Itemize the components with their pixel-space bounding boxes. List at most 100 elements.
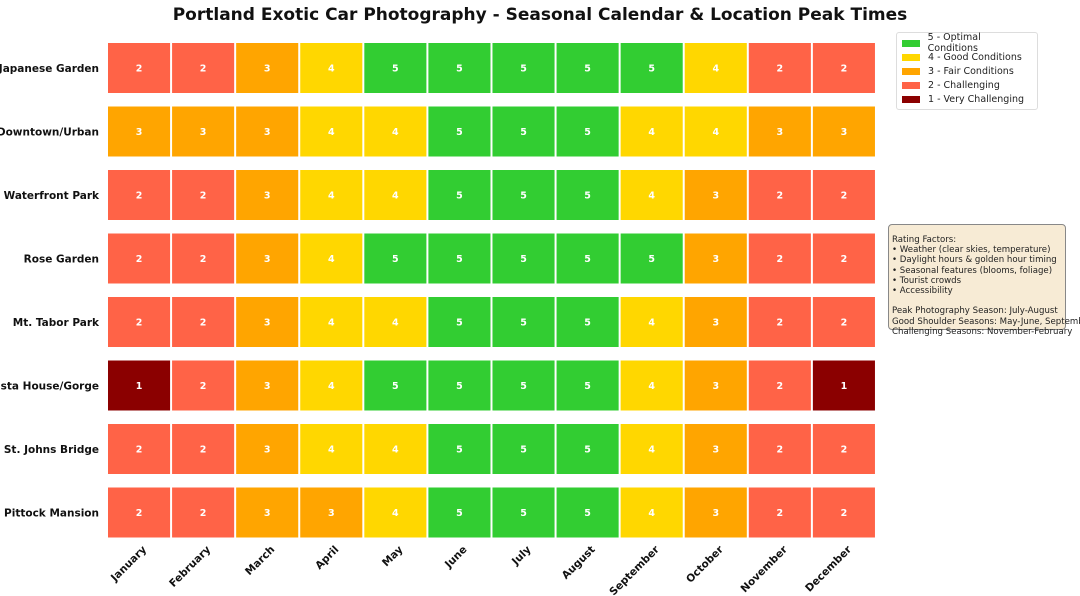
cell-value: 2 <box>200 381 207 392</box>
cell-value: 4 <box>392 445 399 456</box>
cell-value: 3 <box>264 64 271 75</box>
heatmap-cell <box>300 106 363 157</box>
cell-value: 4 <box>392 508 399 519</box>
cell-value: 4 <box>712 64 719 75</box>
cell-value: 4 <box>328 64 335 75</box>
column-label: November <box>739 543 791 595</box>
legend-label: 4 - Good Conditions <box>928 51 1022 63</box>
heatmap-cell <box>300 487 363 538</box>
legend-item: 4 - Good Conditions <box>902 50 1032 64</box>
cell-value: 5 <box>520 254 527 265</box>
legend-item: 1 - Very Challenging <box>902 92 1032 106</box>
heatmap-cell <box>556 43 619 93</box>
heatmap-cell <box>684 487 747 538</box>
heatmap-cell <box>556 297 619 347</box>
cell-value: 3 <box>712 445 719 456</box>
column-label: February <box>167 544 213 590</box>
heatmap-cell <box>556 233 619 284</box>
heatmap-cell <box>556 170 619 220</box>
heatmap-cell <box>428 233 491 284</box>
legend-swatch <box>902 53 920 61</box>
cell-value: 5 <box>456 445 463 456</box>
heatmap-cell <box>492 297 555 347</box>
column-label: October <box>684 543 726 585</box>
legend-item: 2 - Challenging <box>902 78 1032 92</box>
cell-value: 2 <box>136 64 143 75</box>
heatmap-cell <box>748 487 811 538</box>
heatmap-cell <box>300 424 363 474</box>
heatmap-cell <box>172 106 235 157</box>
column-label: September <box>607 543 662 596</box>
cell-value: 2 <box>200 191 207 202</box>
column-label: August <box>560 544 598 582</box>
cell-value: 3 <box>264 191 271 202</box>
heatmap-cell <box>108 487 171 538</box>
heatmap-cell <box>492 424 555 474</box>
cell-value: 2 <box>841 254 848 265</box>
cell-value: 3 <box>841 127 848 138</box>
heatmap-cell <box>108 170 171 220</box>
heatmap-cell <box>364 424 427 474</box>
cell-value: 4 <box>328 127 335 138</box>
heatmap-cell <box>620 487 683 538</box>
heatmap-cell <box>620 170 683 220</box>
heatmap-cell <box>556 360 619 411</box>
heatmap-cell <box>492 106 555 157</box>
cell-value: 5 <box>456 64 463 75</box>
heatmap-cell <box>108 233 171 284</box>
legend-swatch <box>902 39 920 47</box>
heatmap-cell <box>620 424 683 474</box>
column-label: December <box>803 543 854 594</box>
heatmap-cell <box>236 424 299 474</box>
cell-value: 2 <box>777 64 784 75</box>
row-label: Japanese Garden <box>0 63 99 75</box>
heatmap-cell <box>556 424 619 474</box>
cell-value: 1 <box>841 381 848 392</box>
row-label: Rose Garden <box>24 254 99 266</box>
column-label: March <box>243 544 277 578</box>
heatmap-cell <box>812 360 875 411</box>
cell-value: 5 <box>648 254 655 265</box>
cell-value: 5 <box>520 127 527 138</box>
cell-value: 4 <box>648 508 655 519</box>
heatmap-cell <box>108 43 171 93</box>
heatmap-cell <box>428 106 491 157</box>
cell-value: 3 <box>712 191 719 202</box>
cell-value: 3 <box>777 127 784 138</box>
heatmap-cell <box>556 106 619 157</box>
cell-value: 2 <box>777 508 784 519</box>
row-label: Vista House/Gorge <box>0 381 99 393</box>
cell-value: 2 <box>777 381 784 392</box>
cell-value: 5 <box>584 445 591 456</box>
cell-value: 4 <box>328 191 335 202</box>
row-label: Mt. Tabor Park <box>13 317 100 329</box>
cell-value: 5 <box>520 445 527 456</box>
heatmap-cell <box>748 43 811 93</box>
heatmap-cell <box>684 360 747 411</box>
cell-value: 2 <box>841 445 848 456</box>
row-label: St. Johns Bridge <box>4 444 99 456</box>
column-label: January <box>108 544 149 585</box>
cell-value: 2 <box>841 318 848 329</box>
heatmap-cell <box>812 297 875 347</box>
cell-value: 2 <box>777 445 784 456</box>
cell-value: 2 <box>777 318 784 329</box>
cell-value: 2 <box>200 445 207 456</box>
heatmap-cell <box>300 360 363 411</box>
heatmap-cell <box>748 424 811 474</box>
cell-value: 4 <box>328 445 335 456</box>
cell-value: 4 <box>392 191 399 202</box>
cell-value: 3 <box>264 445 271 456</box>
heatmap-cell <box>812 43 875 93</box>
cell-value: 2 <box>136 445 143 456</box>
heatmap-cell <box>556 487 619 538</box>
heatmap-cell <box>428 170 491 220</box>
row-label: Pittock Mansion <box>4 508 99 520</box>
heatmap-cell <box>364 233 427 284</box>
cell-value: 3 <box>712 254 719 265</box>
cell-value: 3 <box>136 127 143 138</box>
chart-title: Portland Exotic Car Photography - Season… <box>173 5 908 25</box>
cell-value: 5 <box>456 508 463 519</box>
heatmap-cell <box>108 106 171 157</box>
heatmap-cell <box>428 297 491 347</box>
